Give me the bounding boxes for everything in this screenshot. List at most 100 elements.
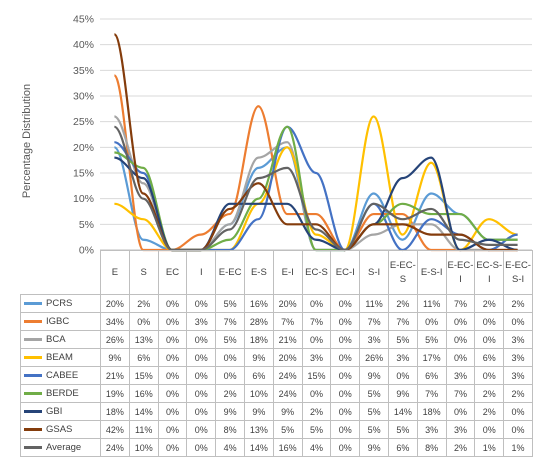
data-label: 17% bbox=[416, 348, 447, 367]
data-label: 14% bbox=[128, 402, 159, 421]
data-label: 0% bbox=[474, 330, 505, 349]
series-name: PCRS bbox=[46, 298, 73, 309]
data-label: 9% bbox=[243, 348, 274, 367]
data-label: 0% bbox=[330, 366, 361, 385]
data-label: 0% bbox=[301, 384, 332, 403]
x-category-label: E-I bbox=[272, 250, 303, 295]
data-label: 5% bbox=[272, 420, 303, 439]
data-label: 0% bbox=[157, 402, 188, 421]
legend-key bbox=[24, 409, 42, 413]
data-label: 15% bbox=[128, 366, 159, 385]
data-label: 7% bbox=[301, 312, 332, 331]
data-label: 0% bbox=[474, 366, 505, 385]
data-label: 0% bbox=[186, 402, 217, 421]
data-label: 16% bbox=[243, 294, 274, 313]
x-category-label: E-EC-S-I bbox=[503, 250, 533, 295]
data-label: 0% bbox=[186, 420, 217, 439]
legend-entry: CABEE bbox=[20, 366, 101, 385]
data-label: 2% bbox=[215, 384, 245, 403]
data-label: 1% bbox=[503, 438, 533, 457]
data-label: 18% bbox=[416, 402, 447, 421]
data-label: 34% bbox=[100, 312, 130, 331]
y-tick-label: 45% bbox=[73, 14, 94, 26]
series-name: IGBC bbox=[46, 316, 70, 327]
data-label: 0% bbox=[330, 312, 361, 331]
data-label: 8% bbox=[215, 420, 245, 439]
data-label: 0% bbox=[157, 330, 188, 349]
data-label: 15% bbox=[301, 366, 332, 385]
data-label: 0% bbox=[330, 402, 361, 421]
data-label: 18% bbox=[100, 402, 130, 421]
data-label: 0% bbox=[157, 420, 188, 439]
data-label: 3% bbox=[301, 348, 332, 367]
data-label: 0% bbox=[215, 348, 245, 367]
data-label: 5% bbox=[416, 330, 447, 349]
data-label: 9% bbox=[100, 348, 130, 367]
data-label: 10% bbox=[128, 438, 159, 457]
data-label: 2% bbox=[474, 294, 505, 313]
legend-entry: BCA bbox=[20, 330, 101, 349]
legend-key bbox=[24, 427, 42, 431]
x-category-label: E-EC bbox=[215, 250, 245, 295]
data-label: 0% bbox=[186, 348, 217, 367]
data-label: 3% bbox=[416, 420, 447, 439]
data-label: 0% bbox=[157, 348, 188, 367]
legend-key bbox=[24, 319, 42, 323]
table-row: Average 24% 10% 0% 0% 4% 14% 16% 4% 0% 9% 6% 8% 2% 1% 1… bbox=[20, 438, 533, 457]
data-label: 4% bbox=[301, 438, 332, 457]
data-label: 9% bbox=[272, 402, 303, 421]
data-label: 0% bbox=[186, 438, 217, 457]
series-line-gbi bbox=[114, 156, 518, 252]
data-label: 0% bbox=[186, 330, 217, 349]
data-label: 0% bbox=[215, 366, 245, 385]
category-row: E S EC I E-EC E-S E-I EC-S EC-I S-I E-EC-S E-S-I E-E… bbox=[20, 250, 533, 295]
data-label: 0% bbox=[474, 312, 505, 331]
data-label: 0% bbox=[157, 366, 188, 385]
data-label: 2% bbox=[503, 384, 533, 403]
table-corner bbox=[20, 250, 101, 295]
data-label: 0% bbox=[387, 366, 418, 385]
data-label: 5% bbox=[387, 420, 418, 439]
data-label: 9% bbox=[243, 402, 274, 421]
y-tick-label: 40% bbox=[73, 39, 94, 51]
data-label: 0% bbox=[330, 420, 361, 439]
data-label: 7% bbox=[445, 384, 476, 403]
data-label: 0% bbox=[503, 402, 533, 421]
data-label: 28% bbox=[243, 312, 274, 331]
series-name: BERDE bbox=[46, 388, 79, 399]
data-label: 3% bbox=[503, 330, 533, 349]
data-label: 10% bbox=[243, 384, 274, 403]
table-row: GSAS 42% 11% 0% 0% 8% 13% 5% 5% 0% 5% 5% 3% 3% 0% 0% bbox=[20, 420, 533, 439]
series-line-gsas bbox=[113, 33, 518, 252]
data-label: 6% bbox=[387, 438, 418, 457]
series-line-average bbox=[113, 125, 518, 252]
data-label: 0% bbox=[301, 294, 332, 313]
series-line-cabee bbox=[114, 125, 518, 252]
data-label: 2% bbox=[474, 384, 505, 403]
x-category-label: E bbox=[100, 250, 130, 295]
x-category-label: E-S bbox=[243, 250, 274, 295]
data-label: 14% bbox=[387, 402, 418, 421]
data-label: 2% bbox=[301, 402, 332, 421]
data-label: 3% bbox=[445, 420, 476, 439]
data-label: 0% bbox=[301, 330, 332, 349]
y-tick-label: 30% bbox=[73, 91, 94, 103]
data-label: 16% bbox=[272, 438, 303, 457]
data-label: 8% bbox=[416, 438, 447, 457]
table-row: GBI 18% 14% 0% 0% 9% 9% 9% 2% 0% 5% 14% 18% 0% 2% 0% bbox=[20, 402, 533, 421]
data-label: 6% bbox=[474, 348, 505, 367]
data-label: 0% bbox=[503, 312, 533, 331]
series-name: GBI bbox=[46, 406, 63, 417]
table-row: BEAM 9% 6% 0% 0% 0% 9% 20% 3% 0% 26% 3% 17% 0% 6% 3% bbox=[20, 348, 533, 367]
data-label: 7% bbox=[272, 312, 303, 331]
data-label: 21% bbox=[100, 366, 130, 385]
legend-key bbox=[24, 355, 42, 359]
data-label: 3% bbox=[387, 348, 418, 367]
data-label: 5% bbox=[215, 294, 245, 313]
data-label: 0% bbox=[186, 384, 217, 403]
data-label: 7% bbox=[215, 312, 245, 331]
x-category-label: EC-S-I bbox=[474, 250, 505, 295]
data-label: 0% bbox=[330, 348, 361, 367]
data-label: 5% bbox=[387, 330, 418, 349]
